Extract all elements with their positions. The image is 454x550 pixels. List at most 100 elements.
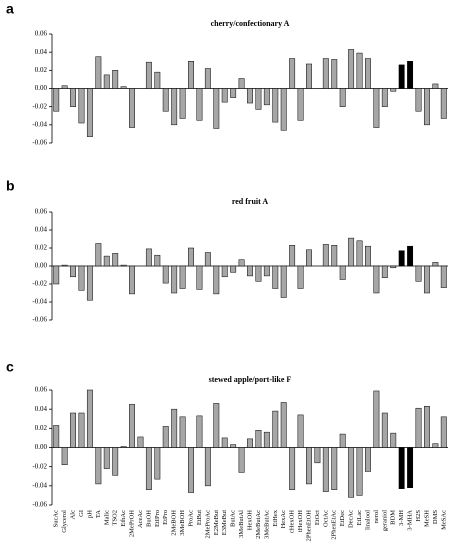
- bar: [70, 265, 77, 278]
- bar: [314, 447, 321, 464]
- bar: [230, 265, 237, 273]
- x-tick-label: 2PhenEtAc: [331, 510, 338, 540]
- bar: [188, 247, 194, 267]
- x-tick-label: EtDec: [339, 510, 346, 526]
- bar: [280, 265, 287, 298]
- bar: [263, 265, 270, 277]
- bar: [179, 416, 186, 448]
- x-tick-label: tHexOH: [297, 510, 304, 532]
- y-tick-label: -0.06: [32, 316, 47, 324]
- bar: [297, 265, 304, 289]
- y-tick-label: 0.06: [35, 208, 48, 216]
- chart-title: cherry/confectionary A: [211, 19, 290, 28]
- bar: [306, 447, 312, 485]
- y-tick-label: 0.04: [35, 48, 48, 56]
- bar: [213, 265, 220, 295]
- bar: [289, 245, 296, 267]
- x-tick-label: 2MePrOH: [129, 510, 136, 537]
- bar: [103, 447, 110, 469]
- x-tick-label: Malic: [103, 510, 110, 525]
- bar: [381, 412, 388, 448]
- bar: [440, 265, 447, 288]
- bar: [78, 265, 85, 291]
- y-tick-label: 0.00: [35, 84, 48, 92]
- bar: [263, 431, 270, 448]
- bar: [213, 88, 220, 129]
- bar: [356, 52, 363, 89]
- x-tick-label: cHexOH: [289, 510, 296, 533]
- bar: [213, 403, 220, 448]
- y-tick-label: 0.00: [35, 262, 48, 270]
- bar: [171, 408, 178, 448]
- x-tick-label: HexAc: [280, 510, 287, 529]
- x-tick-label: 2MeBOH: [171, 510, 178, 536]
- bar: [407, 245, 414, 267]
- bar: [381, 88, 388, 107]
- x-tick-label: TA: [95, 510, 102, 518]
- bar: [373, 265, 380, 294]
- bar: [154, 254, 161, 267]
- x-tick-label: 3-MHA: [407, 510, 414, 531]
- x-tick-label: AceAc: [137, 510, 144, 528]
- bar: [381, 265, 388, 278]
- bar: [78, 412, 85, 448]
- y-tick-label: 0.00: [35, 443, 48, 451]
- bar: [373, 88, 380, 128]
- bar: [95, 243, 102, 267]
- y-tick-label: 0.06: [35, 30, 48, 38]
- x-tick-label: H2S: [415, 510, 422, 522]
- bar: [188, 447, 194, 493]
- bar: [86, 389, 93, 448]
- bar: [432, 83, 439, 89]
- bar: [306, 249, 312, 267]
- x-tick-label: 2PhenEtOH: [305, 510, 312, 542]
- x-tick-label: 3MeBOH: [179, 510, 186, 536]
- bar: [154, 447, 161, 480]
- bar: [61, 264, 68, 267]
- bar: [297, 414, 304, 448]
- panel-letter: a: [6, 1, 14, 17]
- bar: [297, 88, 304, 121]
- bar: [230, 88, 237, 98]
- bar: [129, 88, 135, 128]
- x-tick-label: Alc: [70, 510, 77, 520]
- x-tick-label: DMS: [432, 510, 439, 524]
- x-tick-label: MeSAc: [440, 510, 447, 530]
- y-tick-label: -0.04: [32, 120, 47, 128]
- x-tick-label: 3MeButAl: [238, 510, 245, 538]
- x-tick-label: EtIPro: [154, 510, 161, 527]
- bar: [61, 447, 68, 465]
- bar: [331, 447, 338, 490]
- bar: [348, 447, 355, 498]
- bar: [196, 415, 203, 448]
- x-tick-label: GI: [78, 510, 85, 517]
- bar: [112, 70, 119, 89]
- bar: [415, 88, 422, 112]
- bar: [145, 248, 152, 267]
- bar: [53, 425, 60, 448]
- bar: [78, 88, 85, 124]
- bar: [272, 265, 279, 289]
- x-tick-label: nerol: [373, 510, 380, 524]
- x-tick-label: geraniol: [381, 510, 388, 531]
- x-tick-label: pH: [86, 510, 93, 518]
- bar: [204, 252, 211, 267]
- bar: [348, 49, 355, 89]
- bar: [86, 265, 93, 301]
- bar: [171, 265, 178, 294]
- x-tick-label: E3MeBut: [221, 510, 228, 535]
- bar: [423, 265, 430, 294]
- y-tick-label: -0.04: [32, 481, 47, 489]
- bar: [365, 245, 371, 267]
- bar: [440, 88, 447, 119]
- x-tick-label: BuOH: [145, 510, 152, 527]
- bar: [263, 88, 270, 106]
- bar: [196, 88, 203, 121]
- bar: [61, 85, 68, 89]
- x-tick-label: TSO2: [112, 510, 119, 526]
- x-tick-label: 2MeProAc: [204, 510, 211, 539]
- bar: [238, 447, 245, 473]
- bar: [70, 412, 77, 448]
- x-tick-label: SucAc: [53, 510, 60, 527]
